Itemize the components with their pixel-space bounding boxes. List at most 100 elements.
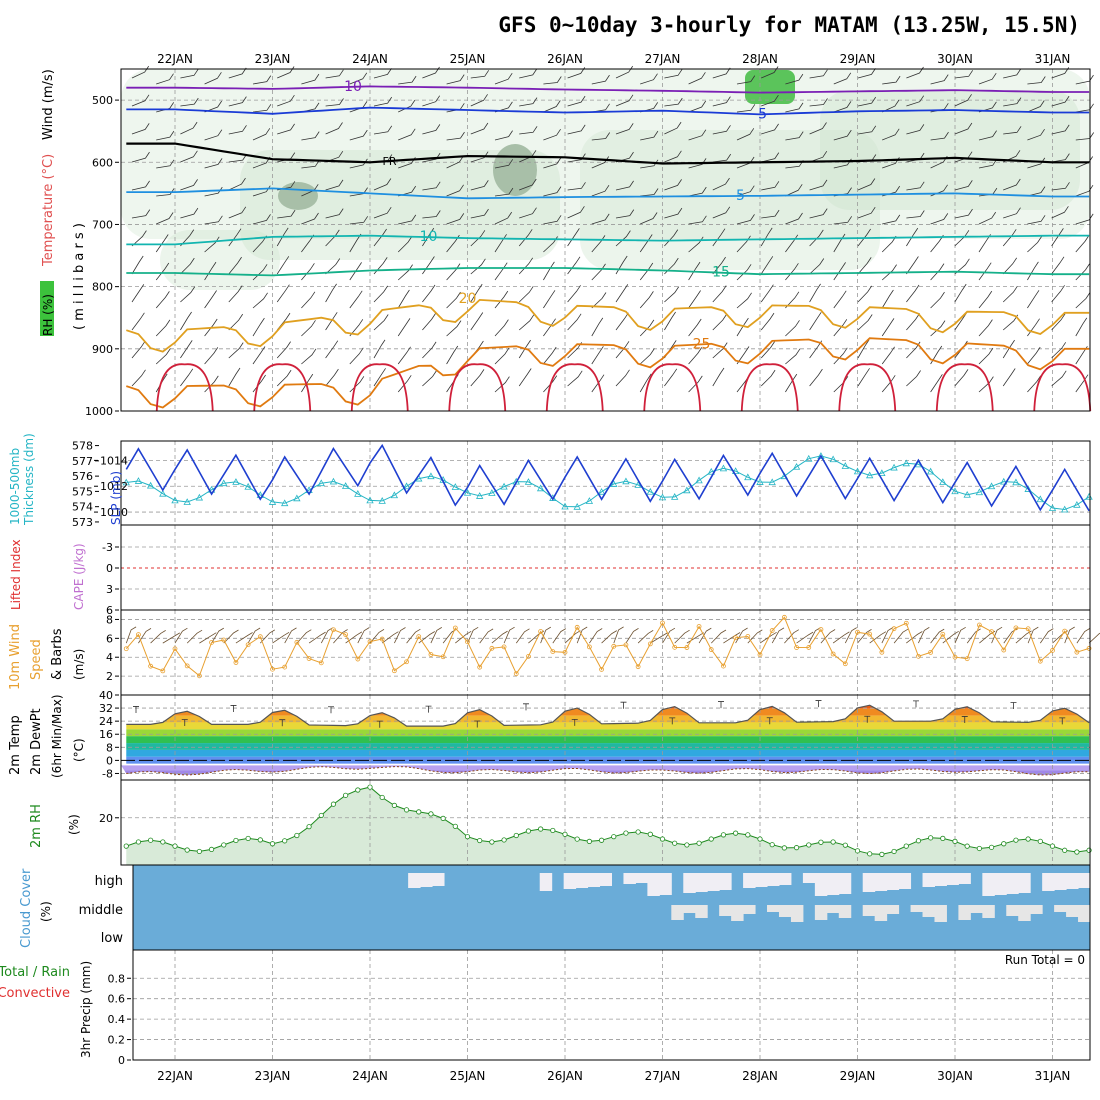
cloud-high-clear <box>767 873 780 886</box>
cloud-mid-gap <box>862 905 876 916</box>
rh-marker <box>781 845 787 851</box>
y-tick-label: 0 <box>106 562 113 575</box>
thickness-marker <box>951 487 959 495</box>
upper-wind-barb <box>857 285 873 303</box>
upper-wind-barb <box>325 208 344 219</box>
cloud-high-clear <box>1066 873 1079 889</box>
upper-wind-barb <box>809 258 825 275</box>
isotherm-label: 10 <box>420 229 438 245</box>
upper-wind-barb <box>301 373 314 393</box>
precip-total-rain-label: Total / Rain <box>0 965 70 980</box>
upper-wind-barb <box>978 376 994 393</box>
wind-speed-marker <box>355 656 361 662</box>
cloud-high-clear <box>707 873 720 891</box>
bottom-date-label: 22JAN <box>157 1069 193 1083</box>
upper-wind-barb <box>518 339 531 359</box>
wind-barb <box>698 627 712 644</box>
rh-marker <box>623 830 629 836</box>
upper-wind-barb <box>446 184 464 197</box>
upper-wind-barb <box>156 188 175 197</box>
thickness-marker <box>658 493 667 501</box>
rh2m-axis-label: 2m RH <box>29 804 44 848</box>
wind-speed-marker <box>745 634 751 639</box>
upper-wind-barb <box>761 123 779 135</box>
wind-speed-marker <box>148 663 154 669</box>
isotherm-line <box>126 85 1090 94</box>
wind-barb <box>820 629 836 644</box>
upper-wind-barb <box>494 290 509 309</box>
upper-wind-barb <box>422 284 436 303</box>
y-tick-label: 32 <box>99 702 113 715</box>
upper-wind-barb <box>398 75 417 85</box>
upper-wind-barb <box>857 96 877 107</box>
upper-wind-barb <box>615 312 629 331</box>
upper-wind-barb <box>615 94 634 107</box>
thickness-marker <box>354 490 362 497</box>
upper-air-frame <box>120 68 1091 412</box>
upper-wind-barb <box>180 150 198 163</box>
upper-wind-barb <box>857 68 876 79</box>
rh-marker <box>513 832 519 839</box>
thickness-marker <box>281 499 289 507</box>
upper-wind-barb <box>470 369 485 387</box>
isotherm-30-line <box>448 363 507 412</box>
upper-wind-barb <box>1027 318 1040 337</box>
wind-barb <box>759 631 777 644</box>
upper-wind-barb <box>373 206 392 219</box>
cloud-high-clear <box>922 873 935 887</box>
thickness-marker <box>1036 495 1044 503</box>
upper-wind-barb <box>567 256 581 275</box>
upper-wind-barb <box>373 285 389 303</box>
upper-wind-barb <box>761 181 780 191</box>
upper-wind-barb <box>180 340 193 359</box>
upper-wind-barb <box>1002 286 1018 303</box>
wind-barb <box>930 628 945 644</box>
upper-wind-barb <box>761 94 779 107</box>
upper-wind-barb <box>228 228 242 247</box>
upper-wind-barb <box>1002 368 1016 387</box>
upper-wind-barb <box>349 376 365 393</box>
top-date-label: 22JAN <box>157 52 193 66</box>
isotherm-label: FR <box>383 155 397 168</box>
upper-wind-barb <box>760 369 776 387</box>
upper-wind-barb <box>180 311 192 331</box>
wind-barb <box>357 627 370 644</box>
cloud-mid-gap <box>922 905 935 917</box>
thickness-axis-label: Thickness (dm) <box>22 433 36 526</box>
isotherm-30-line <box>838 363 897 412</box>
wind-barb <box>186 629 203 644</box>
upper-wind-barb <box>228 313 244 331</box>
upper-wind-barb <box>494 234 507 253</box>
wind-barb <box>601 630 618 644</box>
upper-wind-barb <box>1075 292 1091 309</box>
cloud-mid-gap <box>731 905 744 921</box>
isotherm-label: 20 <box>459 291 477 307</box>
cloud-high-clear <box>575 873 589 888</box>
wind-barb <box>406 628 421 644</box>
upper-wind-barb <box>131 255 144 275</box>
cloud-high-clear <box>1078 873 1091 888</box>
upper-wind-barb <box>882 75 901 85</box>
upper-wind-barb <box>954 94 972 107</box>
upper-wind-barb <box>591 263 606 281</box>
upper-wind-barb <box>1075 263 1090 281</box>
rh-marker <box>306 824 312 830</box>
cloud-high-clear <box>886 873 900 890</box>
upper-wind-barb <box>640 73 658 85</box>
upper-wind-barb <box>688 72 706 85</box>
upper-wind-barb <box>446 155 464 169</box>
cloud-level-label: high <box>95 874 123 889</box>
thickness-marker <box>293 494 301 502</box>
rh-patch <box>493 144 537 196</box>
wind-barb <box>796 631 814 644</box>
wind-speed-marker <box>513 671 519 677</box>
thickness-marker <box>671 493 679 500</box>
wind-barb <box>625 628 639 644</box>
rh-marker <box>964 843 970 849</box>
upper-wind-barb <box>688 129 707 141</box>
bottom-date-label: 23JAN <box>255 1069 291 1083</box>
upper-wind-barb <box>833 262 846 281</box>
precip-axis-label: 3hr Precip (mm) <box>79 961 93 1058</box>
upper-wind-barb <box>543 318 556 337</box>
upper-wind-barb <box>591 74 610 85</box>
